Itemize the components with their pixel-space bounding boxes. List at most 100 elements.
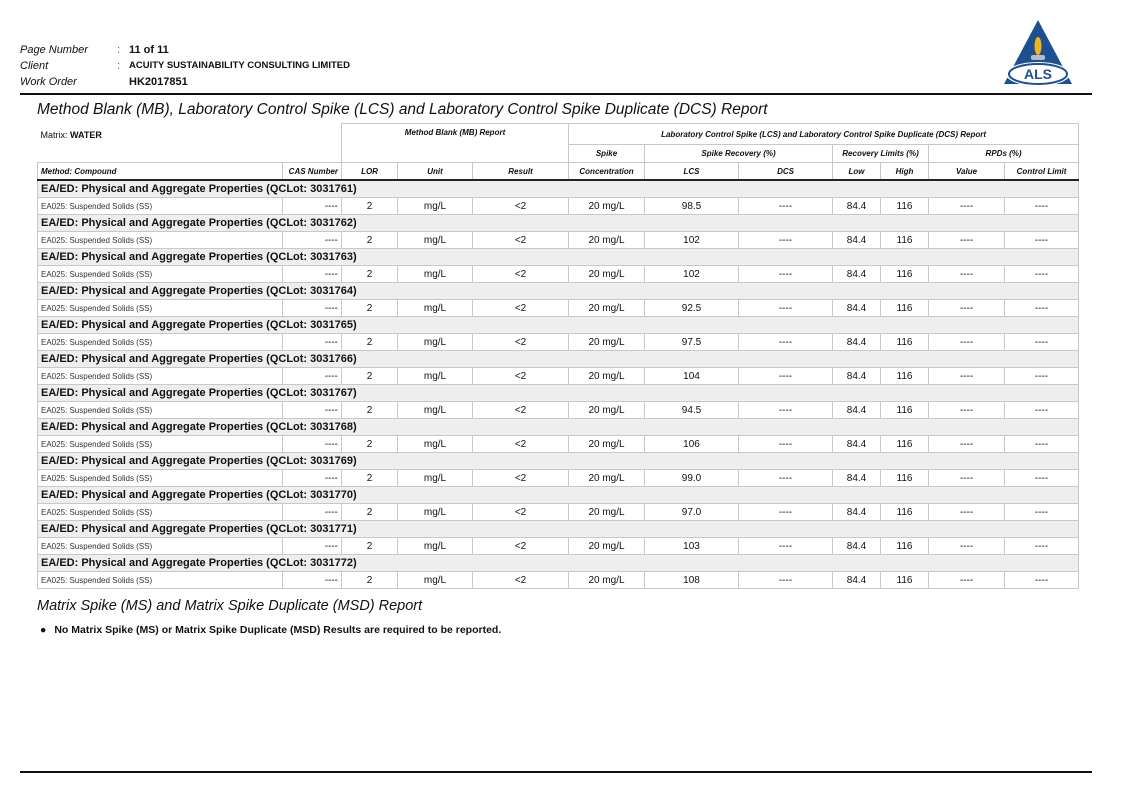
method-compound-header: Method: Compound <box>37 162 283 181</box>
qc-lot-title: EA/ED: Physical and Aggregate Properties… <box>36 214 1080 232</box>
control-limit-header: Control Limit <box>1004 162 1080 181</box>
compound-cell: EA025: Suspended Solids (SS) <box>37 537 283 555</box>
ms-note: ● No Matrix Spike (MS) or Matrix Spike D… <box>40 624 501 636</box>
concentration-header: Concentration <box>568 162 646 181</box>
cas-cell: ---- <box>281 197 343 215</box>
rpd-value-cell: ---- <box>928 435 1006 453</box>
qc-lot-group-row: EA/ED: Physical and Aggregate Properties… <box>36 486 1080 504</box>
qc-lot-group-row: EA/ED: Physical and Aggregate Properties… <box>36 248 1080 266</box>
qc-lot-title: EA/ED: Physical and Aggregate Properties… <box>36 248 1080 266</box>
result-cell: <2 <box>472 435 570 453</box>
dcs-cell: ---- <box>738 401 834 419</box>
table-row: EA025: Suspended Solids (SS) ---- 2 mg/L <2 2… <box>37 299 1080 317</box>
table-row: EA025: Suspended Solids (SS) ---- 2 mg/L <2 2… <box>37 367 1080 385</box>
lcs-cell: 98.5 <box>644 197 740 215</box>
result-cell: <2 <box>472 367 570 385</box>
high-limit-cell: 116 <box>880 367 930 385</box>
control-limit-cell: ---- <box>1004 231 1080 249</box>
unit-cell: mg/L <box>397 299 474 317</box>
rpd-value-cell: ---- <box>928 469 1006 487</box>
high-limit-cell: 116 <box>880 503 930 521</box>
bullet-icon: ● <box>40 624 47 636</box>
rpd-value-cell: ---- <box>928 265 1006 283</box>
rpd-value-cell: ---- <box>928 231 1006 249</box>
qc-lot-group-row: EA/ED: Physical and Aggregate Properties… <box>36 418 1080 436</box>
compound-cell: EA025: Suspended Solids (SS) <box>37 197 283 215</box>
page-number-label: Page Number <box>20 44 88 56</box>
dcs-cell: ---- <box>738 469 834 487</box>
client-name: ACUITY SUSTAINABILITY CONSULTING LIMITED <box>129 60 350 71</box>
unit-cell: mg/L <box>397 435 474 453</box>
lor-header: LOR <box>341 162 399 181</box>
lcs-header: LCS <box>644 162 740 181</box>
unit-cell: mg/L <box>397 503 474 521</box>
report-header: Page Number:11 of 11 Client: ACUITY SUSTA… <box>20 44 350 88</box>
rpd-value-cell: ---- <box>928 503 1006 521</box>
qc-lot-group-row: EA/ED: Physical and Aggregate Properties… <box>36 316 1080 334</box>
lcs-cell: 106 <box>644 435 740 453</box>
unit-cell: mg/L <box>397 571 474 589</box>
qc-lot-group-row: EA/ED: Physical and Aggregate Properties… <box>36 282 1080 300</box>
result-cell: <2 <box>472 503 570 521</box>
spike-concentration-cell: 20 mg/L <box>568 265 646 283</box>
control-limit-cell: ---- <box>1004 299 1080 317</box>
rpd-value-header: Value <box>928 162 1006 181</box>
cas-cell: ---- <box>281 401 343 419</box>
result-cell: <2 <box>472 197 570 215</box>
dcs-cell: ---- <box>738 503 834 521</box>
dcs-cell: ---- <box>738 265 834 283</box>
cas-cell: ---- <box>281 367 343 385</box>
cas-cell: ---- <box>281 299 343 317</box>
high-limit-cell: 116 <box>880 435 930 453</box>
compound-cell: EA025: Suspended Solids (SS) <box>37 231 283 249</box>
cas-cell: ---- <box>281 265 343 283</box>
spike-concentration-cell: 20 mg/L <box>568 401 646 419</box>
lor-cell: 2 <box>341 367 399 385</box>
lor-cell: 2 <box>341 197 399 215</box>
svg-text:ALS: ALS <box>1024 66 1052 82</box>
compound-cell: EA025: Suspended Solids (SS) <box>37 469 283 487</box>
work-order-label: Work Order <box>20 76 77 88</box>
unit-cell: mg/L <box>397 265 474 283</box>
table-row: EA025: Suspended Solids (SS) ---- 2 mg/L <2 2… <box>37 401 1080 419</box>
ms-note-text: No Matrix Spike (MS) or Matrix Spike Dup… <box>54 624 502 636</box>
dcs-header: DCS <box>738 162 834 181</box>
qc-lot-title: EA/ED: Physical and Aggregate Properties… <box>36 316 1080 334</box>
cas-cell: ---- <box>281 571 343 589</box>
qc-lot-group-row: EA/ED: Physical and Aggregate Properties… <box>36 384 1080 402</box>
control-limit-cell: ---- <box>1004 367 1080 385</box>
low-limit-cell: 84.4 <box>832 333 882 351</box>
lcs-cell: 92.5 <box>644 299 740 317</box>
table-row: EA025: Suspended Solids (SS) ---- 2 mg/L <2 2… <box>37 537 1080 555</box>
result-cell: <2 <box>472 231 570 249</box>
control-limit-cell: ---- <box>1004 571 1080 589</box>
high-limit-cell: 116 <box>880 197 930 215</box>
compound-cell: EA025: Suspended Solids (SS) <box>37 299 283 317</box>
spike-concentration-cell: 20 mg/L <box>568 333 646 351</box>
cas-cell: ---- <box>281 537 343 555</box>
qc-lot-title: EA/ED: Physical and Aggregate Properties… <box>36 418 1080 436</box>
qc-lot-title: EA/ED: Physical and Aggregate Properties… <box>36 179 1080 198</box>
header-divider <box>20 93 1092 95</box>
rpd-value-cell: ---- <box>928 401 1006 419</box>
rpd-value-cell: ---- <box>928 299 1006 317</box>
dcs-cell: ---- <box>738 197 834 215</box>
compound-cell: EA025: Suspended Solids (SS) <box>37 401 283 419</box>
control-limit-cell: ---- <box>1004 503 1080 521</box>
spike-concentration-cell: 20 mg/L <box>568 537 646 555</box>
lcs-cell: 102 <box>644 265 740 283</box>
mb-report-header: Method Blank (MB) Report <box>341 123 570 163</box>
rpd-value-cell: ---- <box>928 537 1006 555</box>
cas-cell: ---- <box>281 469 343 487</box>
lcs-cell: 99.0 <box>644 469 740 487</box>
rpd-value-cell: ---- <box>928 367 1006 385</box>
lcs-cell: 103 <box>644 537 740 555</box>
compound-cell: EA025: Suspended Solids (SS) <box>37 503 283 521</box>
recovery-limits-header: Recovery Limits (%) <box>832 144 930 163</box>
table-row: EA025: Suspended Solids (SS) ---- 2 mg/L <2 2… <box>37 571 1080 589</box>
report-title: Method Blank (MB), Laboratory Control Sp… <box>37 101 768 118</box>
low-header: Low <box>832 162 882 181</box>
qc-results-table: Matrix: WATER Method Blank (MB) Report L… <box>36 122 1080 589</box>
high-limit-cell: 116 <box>880 469 930 487</box>
low-limit-cell: 84.4 <box>832 503 882 521</box>
